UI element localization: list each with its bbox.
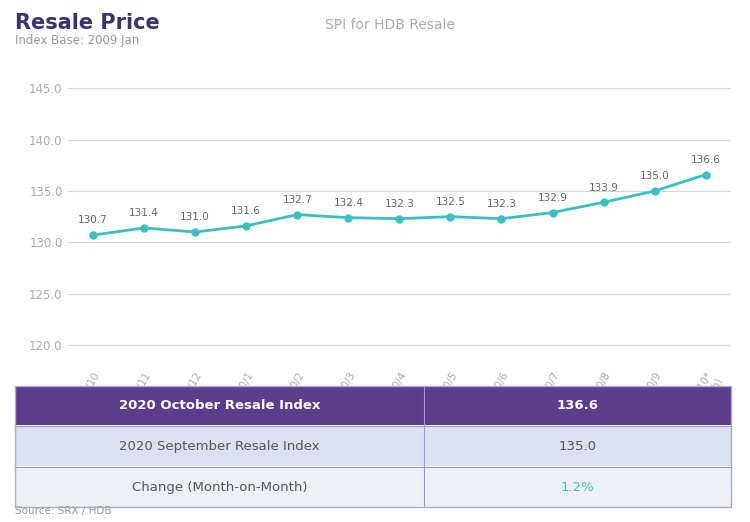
Text: 135.0: 135.0 xyxy=(640,171,670,181)
Text: Index Base: 2009 Jan: Index Base: 2009 Jan xyxy=(15,34,140,47)
Text: Resale Price: Resale Price xyxy=(15,13,160,33)
Text: 130.7: 130.7 xyxy=(78,216,108,226)
Text: 132.5: 132.5 xyxy=(436,197,465,207)
Text: 136.6: 136.6 xyxy=(691,155,721,165)
Text: 131.0: 131.0 xyxy=(180,212,210,222)
Text: 136.6: 136.6 xyxy=(556,399,598,412)
Text: 132.4: 132.4 xyxy=(334,198,363,208)
Text: 132.3: 132.3 xyxy=(487,199,517,209)
Text: 2020 October Resale Index: 2020 October Resale Index xyxy=(118,399,320,412)
Text: 135.0: 135.0 xyxy=(559,440,596,453)
Text: Source: SRX / HDB: Source: SRX / HDB xyxy=(15,506,112,516)
Text: 133.9: 133.9 xyxy=(589,183,619,193)
Text: 1.2%: 1.2% xyxy=(560,481,594,493)
Text: 131.6: 131.6 xyxy=(231,206,261,216)
Text: 132.7: 132.7 xyxy=(282,195,312,205)
Text: 131.4: 131.4 xyxy=(129,208,159,218)
Text: Change (Month-on-Month): Change (Month-on-Month) xyxy=(132,481,308,493)
Text: 132.9: 132.9 xyxy=(538,193,568,203)
Text: 2020 September Resale Index: 2020 September Resale Index xyxy=(119,440,320,453)
Text: SPI for HDB Resale: SPI for HDB Resale xyxy=(325,18,455,32)
Text: 132.3: 132.3 xyxy=(385,199,414,209)
